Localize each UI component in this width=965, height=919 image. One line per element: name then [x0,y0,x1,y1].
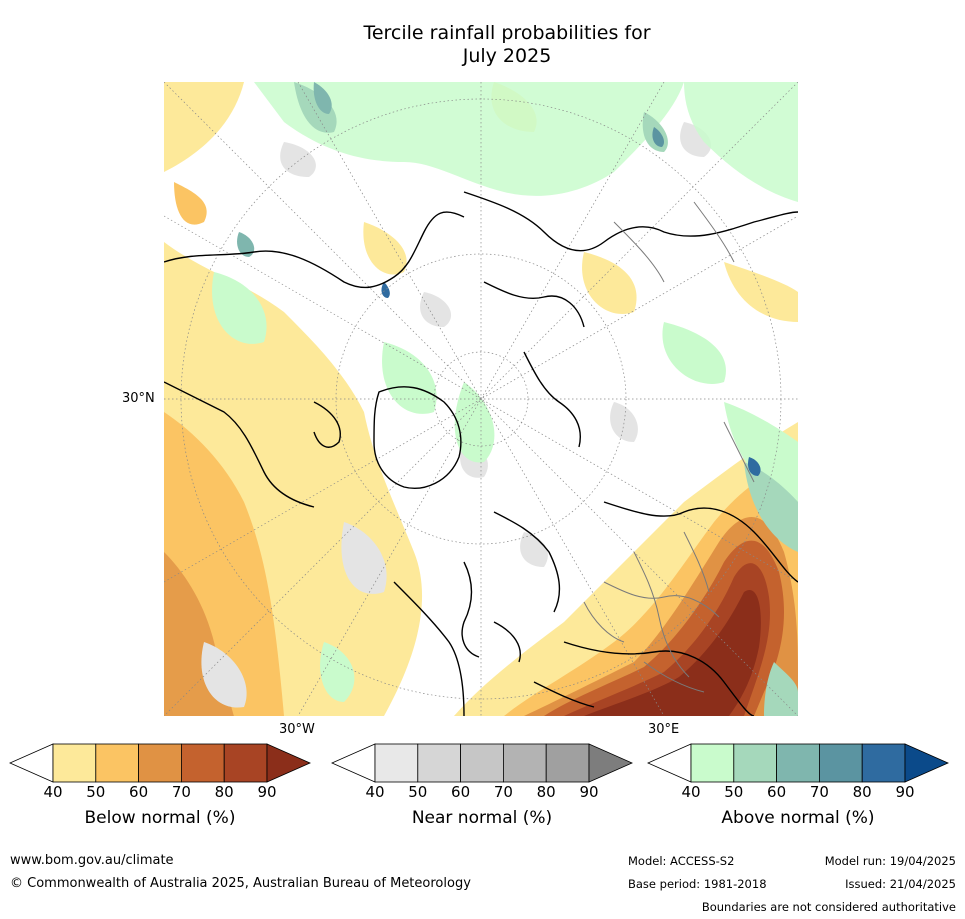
colorbar-swatch [138,743,182,783]
colorbar-swatch [502,743,547,783]
colorbar-tick-label: 60 [767,783,787,801]
colorbar-extend-low [331,743,376,783]
colorbar-swatch [861,743,906,783]
colorbar-label: Near normal (%) [411,808,553,828]
colorbar-swatch [180,743,225,783]
footer-model-run: Model run: 19/04/2025 [824,854,956,868]
chart-title: Tercile rainfall probabilities for July … [0,22,965,68]
colorbar-tick-label: 40 [365,783,385,801]
colorbar-swatch [690,743,735,783]
longitude-label-right: 30°E [648,722,680,737]
colorbar-tick-label: 80 [536,783,556,801]
colorbar-label: Below normal (%) [84,808,236,828]
title-line-1: Tercile rainfall probabilities for [363,22,651,44]
footer-disclaimer: Boundaries are not considered authoritat… [701,900,956,914]
colorbar-tick-label: 50 [408,783,428,801]
map-canvas [164,82,798,716]
title-line-2: July 2025 [462,45,552,67]
colorbar-tick-label: 90 [579,783,599,801]
colorbar-tick-label: 40 [681,783,701,801]
colorbar-1 [9,743,311,783]
colorbar-tick-label: 70 [493,783,513,801]
latitude-label: 30°N [122,391,155,406]
footer-base-period: Base period: 1981-2018 [628,877,767,891]
colorbar-extend-low [9,743,54,783]
colorbar-extend-high [904,743,949,783]
colorbar-swatch [733,743,778,783]
footer-issued: Issued: 21/04/2025 [845,877,956,891]
colorbar-swatch [776,743,820,783]
colorbar-label: Above normal (%) [721,808,875,828]
colorbar-2 [331,743,633,783]
colorbar-tick-label: 50 [724,783,744,801]
colorbar-swatch [223,743,268,783]
colorbar-tick-label: 40 [43,783,63,801]
footer-model: Model: ACCESS-S2 [628,854,735,868]
above-normal-fields [212,82,798,716]
colorbar-swatch [545,743,590,783]
colorbar-extend-low [647,743,692,783]
below-normal-fields [164,82,798,716]
colorbar-swatch [374,743,419,783]
colorbar-extend-high [266,743,311,783]
colorbar-swatch [417,743,462,783]
colorbar-3 [647,743,949,783]
colorbar-tick-label: 60 [451,783,471,801]
footer-copyright: © Commonwealth of Australia 2025, Austra… [10,876,471,891]
colorbar-tick-label: 80 [852,783,872,801]
colorbar-tick-label: 50 [86,783,106,801]
colorbar-tick-label: 90 [257,783,277,801]
colorbar-swatch [95,743,140,783]
colorbar-swatch [52,743,97,783]
colorbar-tick-label: 70 [809,783,829,801]
colorbar-tick-label: 70 [171,783,191,801]
colorbar-swatch [818,743,863,783]
coastlines [164,191,798,716]
footer-url: www.bom.gov.au/climate [10,853,174,868]
graticule [164,82,798,716]
polar-map [164,82,798,716]
colorbar-extend-high [588,743,633,783]
colorbar-tick-label: 80 [214,783,234,801]
colorbar-tick-label: 60 [129,783,149,801]
boundaries [583,201,755,693]
longitude-label-left: 30°W [279,722,315,737]
colorbar-tick-label: 90 [895,783,915,801]
colorbar-swatch [460,743,504,783]
